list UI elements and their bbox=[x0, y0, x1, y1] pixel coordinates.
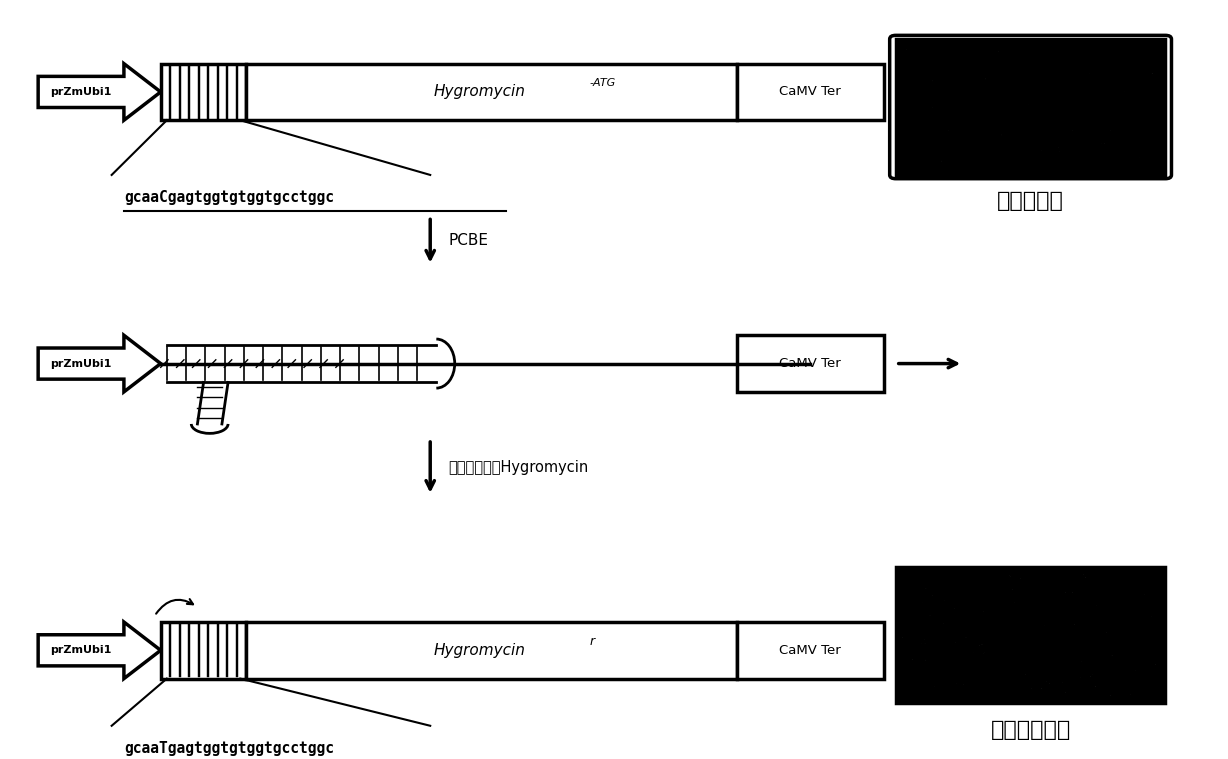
Bar bbox=[895, 39, 1165, 175]
FancyBboxPatch shape bbox=[247, 64, 737, 120]
Text: 无抗性愈伤: 无抗性愈伤 bbox=[997, 191, 1063, 211]
Text: Hygromycin: Hygromycin bbox=[433, 84, 526, 99]
Text: prZmUbi1: prZmUbi1 bbox=[50, 645, 112, 655]
Text: Hygromycin: Hygromycin bbox=[433, 643, 526, 658]
Text: CaMV Ter: CaMV Ter bbox=[779, 644, 841, 657]
Text: 获得抗性愈伤: 获得抗性愈伤 bbox=[991, 720, 1071, 739]
Text: prZmUbi1: prZmUbi1 bbox=[50, 358, 112, 369]
Text: prZmUbi1: prZmUbi1 bbox=[50, 87, 112, 97]
Text: CaMV Ter: CaMV Ter bbox=[779, 357, 841, 370]
Text: -ATG: -ATG bbox=[589, 78, 615, 88]
FancyBboxPatch shape bbox=[737, 64, 884, 120]
Text: gcaaTgagtggtgtggtgcctggc: gcaaTgagtggtgtggtgcctggc bbox=[124, 741, 334, 756]
Bar bbox=[161, 64, 247, 120]
Polygon shape bbox=[38, 622, 161, 679]
Bar bbox=[895, 567, 1165, 703]
Polygon shape bbox=[38, 64, 161, 120]
Text: 产生有功能的Hygromycin: 产生有功能的Hygromycin bbox=[448, 460, 589, 475]
FancyBboxPatch shape bbox=[737, 622, 884, 679]
FancyBboxPatch shape bbox=[737, 335, 884, 392]
Text: CaMV Ter: CaMV Ter bbox=[779, 86, 841, 99]
Text: PCBE: PCBE bbox=[448, 234, 489, 248]
Text: gcaaCgagtggtgtggtgcctggc: gcaaCgagtggtgtggtgcctggc bbox=[124, 190, 334, 205]
Bar bbox=[161, 622, 247, 679]
FancyBboxPatch shape bbox=[247, 622, 737, 679]
Text: r: r bbox=[589, 635, 594, 647]
Polygon shape bbox=[38, 335, 161, 392]
